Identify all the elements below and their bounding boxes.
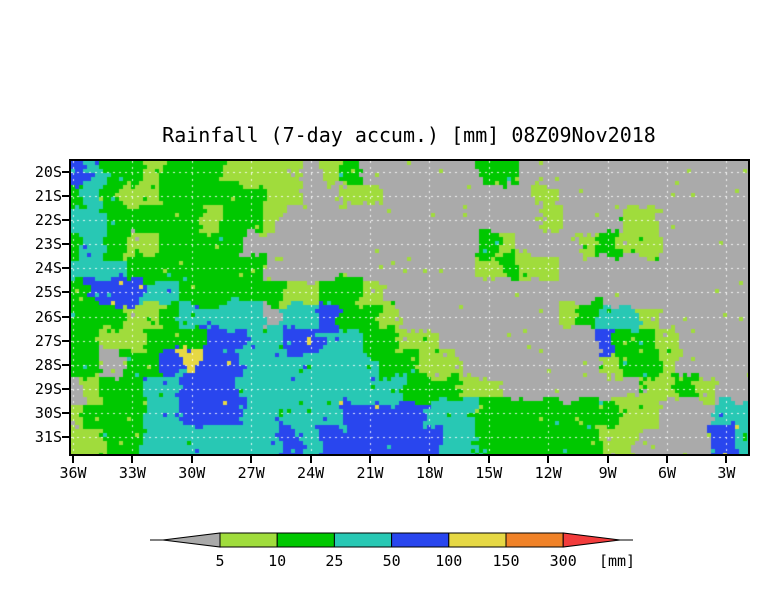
lon-tick-mark: [725, 456, 728, 463]
lat-tick-mark: [62, 243, 69, 246]
lat-tick-label: 24S: [34, 259, 62, 278]
colorbar-segment-0: [219, 532, 278, 548]
lon-tick-label: 3W: [717, 464, 736, 482]
lat-tick-mark: [62, 315, 69, 318]
colorbar-boundary-label: 50: [383, 552, 401, 570]
lat-tick-mark: [62, 339, 69, 342]
colorbar-boundary-label: 25: [325, 552, 343, 570]
colorbar-segment-5: [505, 532, 564, 548]
lon-tick-mark: [487, 456, 490, 463]
lon-tick-label: 18W: [415, 464, 443, 482]
lon-tick-mark: [250, 456, 253, 463]
lat-tick-label: 26S: [34, 307, 62, 326]
lon-tick-label: 6W: [657, 464, 677, 482]
lat-tick-label: 27S: [34, 331, 62, 350]
colorbar-units-label: [mm]: [599, 552, 635, 570]
lat-tick-label: 25S: [34, 283, 62, 302]
colorbar-left-arrow: [162, 532, 221, 548]
lat-tick-mark: [62, 219, 69, 222]
lon-tick-label: 12W: [534, 464, 562, 482]
colorbar: 5 10 25 50 100 150 300 [mm]: [150, 532, 635, 570]
lon-tick-label: 36W: [59, 464, 87, 482]
lat-tick-label: 29S: [34, 379, 62, 398]
lat-tick-label: 23S: [34, 235, 62, 254]
map-frame: [69, 159, 750, 456]
lon-tick-mark: [369, 456, 371, 463]
lat-tick-label: 22S: [34, 211, 62, 230]
rainfall-map-canvas: [71, 161, 748, 454]
colorbar-segment-1: [276, 532, 335, 548]
lon-tick-mark: [666, 456, 668, 463]
lat-tick-label: 28S: [34, 355, 62, 374]
lat-tick-label: 30S: [34, 403, 62, 422]
colorbar-right-arrow: [562, 532, 621, 548]
lon-tick-mark: [72, 456, 74, 463]
chart-title: Rainfall (7-day accum.) [mm] 08Z09Nov201…: [162, 123, 656, 147]
lon-tick-label: 24W: [297, 464, 325, 482]
colorbar-boundary-label: 10: [268, 552, 286, 570]
lon-tick-label: 9W: [598, 464, 617, 482]
lat-tick-mark: [62, 387, 69, 390]
lon-tick-label: 30W: [178, 464, 206, 482]
colorbar-boundary-label: 150: [492, 552, 519, 570]
lat-tick-mark: [62, 435, 69, 438]
colorbar-boundary-label: 300: [550, 552, 577, 570]
lat-tick-mark: [62, 363, 69, 366]
lon-tick-mark: [309, 456, 312, 463]
lat-tick-label: 20S: [34, 163, 62, 181]
lon-tick-label: 21W: [356, 464, 384, 482]
lat-tick-mark: [62, 195, 69, 198]
lon-tick-mark: [428, 456, 431, 463]
colorbar-segment-2: [333, 532, 393, 548]
lat-tick-mark: [62, 171, 69, 173]
lon-tick-mark: [131, 456, 134, 463]
lon-tick-label: 33W: [118, 464, 146, 482]
lat-tick-mark: [62, 267, 69, 270]
colorbar-boundary-label: 100: [435, 552, 462, 570]
lat-tick-mark: [62, 291, 69, 294]
colorbar-segment-3: [391, 532, 450, 548]
lat-tick-label: 21S: [34, 187, 62, 206]
lat-tick-mark: [62, 411, 69, 414]
colorbar-segment-4: [448, 532, 507, 548]
lon-tick-label: 15W: [475, 464, 503, 482]
lon-tick-mark: [606, 456, 609, 463]
lon-tick-label: 27W: [237, 464, 265, 482]
lat-tick-label: 31S: [34, 427, 62, 446]
lon-tick-mark: [547, 456, 550, 463]
colorbar-boundary-label: 5: [215, 552, 224, 570]
lon-tick-mark: [190, 456, 193, 463]
